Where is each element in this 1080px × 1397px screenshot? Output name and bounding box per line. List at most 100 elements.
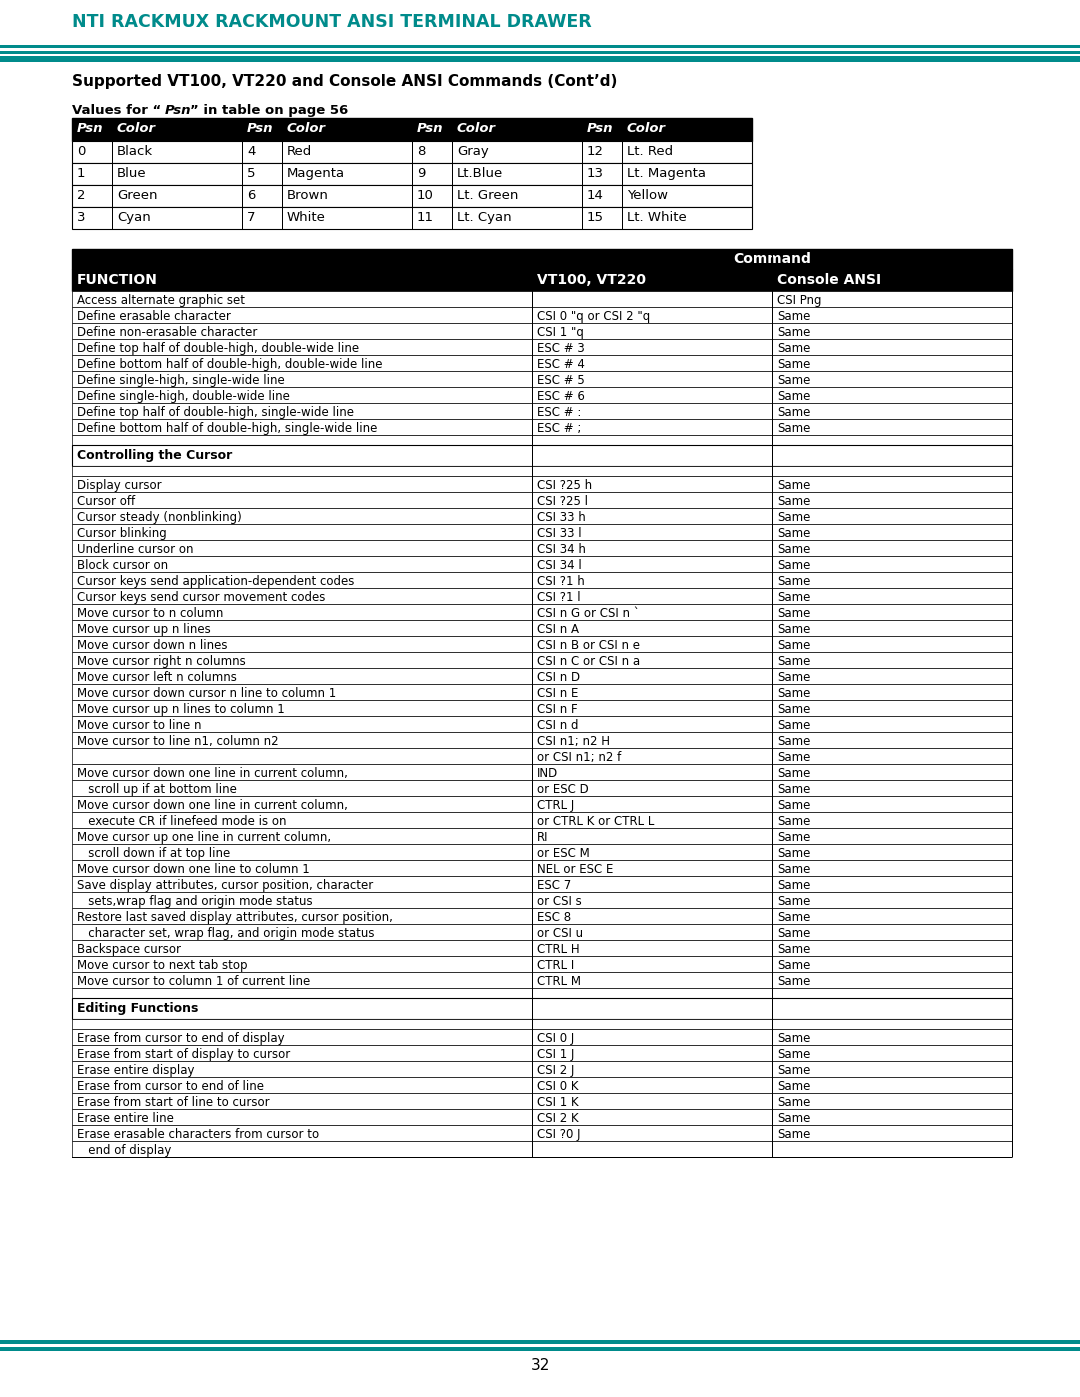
Text: Same: Same: [777, 847, 810, 861]
Text: Controlling the Cursor: Controlling the Cursor: [77, 448, 232, 462]
Text: Gray: Gray: [457, 145, 489, 158]
Text: Same: Same: [777, 608, 810, 620]
Text: 6: 6: [247, 189, 255, 203]
Bar: [72, 291, 1012, 307]
Text: ESC # 4: ESC # 4: [537, 358, 585, 372]
Bar: [72, 861, 1012, 876]
Text: Cursor steady (nonblinking): Cursor steady (nonblinking): [77, 511, 242, 524]
Text: sets,wrap flag and origin mode status: sets,wrap flag and origin mode status: [77, 895, 312, 908]
Text: CSI n D: CSI n D: [537, 671, 580, 685]
Bar: [72, 556, 1012, 571]
Text: execute CR if linefeed mode is on: execute CR if linefeed mode is on: [77, 814, 286, 828]
Bar: [72, 141, 752, 163]
Text: Move cursor to n column: Move cursor to n column: [77, 608, 224, 620]
Text: Define single-high, double-wide line: Define single-high, double-wide line: [77, 390, 289, 402]
Text: character set, wrap flag, and origin mode status: character set, wrap flag, and origin mod…: [77, 928, 375, 940]
Text: Move cursor up n lines to column 1: Move cursor up n lines to column 1: [77, 703, 285, 717]
Bar: [72, 492, 1012, 509]
Bar: [72, 893, 1012, 908]
Text: Define non-erasable character: Define non-erasable character: [77, 326, 257, 339]
Bar: [0, 1340, 1080, 1344]
Text: Color: Color: [457, 122, 496, 136]
Text: 32: 32: [530, 1358, 550, 1373]
Text: Blue: Blue: [117, 168, 147, 180]
Text: or CTRL K or CTRL L: or CTRL K or CTRL L: [537, 814, 654, 828]
Text: Same: Same: [777, 623, 810, 636]
Bar: [72, 249, 1012, 270]
Text: 2: 2: [77, 189, 85, 203]
Text: CTRL M: CTRL M: [537, 975, 581, 988]
Bar: [72, 419, 1012, 434]
Text: Magenta: Magenta: [287, 168, 346, 180]
Bar: [72, 1030, 1012, 1045]
Bar: [72, 988, 1012, 997]
Text: CSI 0 J: CSI 0 J: [537, 1032, 575, 1045]
Text: Access alternate graphic set: Access alternate graphic set: [77, 293, 245, 307]
Text: CSI n A: CSI n A: [537, 623, 579, 636]
Bar: [72, 117, 752, 141]
Text: CSI 1 J: CSI 1 J: [537, 1048, 575, 1060]
Text: Same: Same: [777, 671, 810, 685]
Text: ESC # 3: ESC # 3: [537, 342, 584, 355]
Bar: [72, 1077, 1012, 1092]
Text: Same: Same: [777, 390, 810, 402]
Bar: [72, 307, 1012, 323]
Bar: [72, 184, 752, 207]
Text: CSI ?25 h: CSI ?25 h: [537, 479, 592, 492]
Text: VT100, VT220: VT100, VT220: [537, 272, 646, 286]
Text: Cyan: Cyan: [117, 211, 151, 224]
Bar: [72, 588, 1012, 604]
Text: Block cursor on: Block cursor on: [77, 559, 168, 571]
Text: Red: Red: [287, 145, 312, 158]
Text: CSI n d: CSI n d: [537, 719, 579, 732]
Text: CSI ?25 l: CSI ?25 l: [537, 495, 588, 509]
Text: ” in table on page 56: ” in table on page 56: [190, 103, 348, 117]
Text: Same: Same: [777, 527, 810, 541]
Text: Same: Same: [777, 895, 810, 908]
Text: 15: 15: [588, 211, 604, 224]
Text: Same: Same: [777, 958, 810, 972]
Text: Same: Same: [777, 358, 810, 372]
Text: CTRL I: CTRL I: [537, 958, 575, 972]
Text: Define bottom half of double-high, single-wide line: Define bottom half of double-high, singl…: [77, 422, 377, 434]
Text: CSI n1; n2 H: CSI n1; n2 H: [537, 735, 610, 747]
Text: Erase from cursor to end of line: Erase from cursor to end of line: [77, 1080, 264, 1092]
Text: Same: Same: [777, 814, 810, 828]
Text: end of display: end of display: [77, 1144, 172, 1157]
Text: CSI 0 "q or CSI 2 "q: CSI 0 "q or CSI 2 "q: [537, 310, 650, 323]
Text: Same: Same: [777, 975, 810, 988]
Bar: [72, 1125, 1012, 1141]
Text: Command: Command: [733, 251, 811, 265]
Text: Values for “: Values for “: [72, 103, 161, 117]
Text: Same: Same: [777, 687, 810, 700]
Text: 10: 10: [417, 189, 434, 203]
Text: CSI 33 l: CSI 33 l: [537, 527, 582, 541]
Text: CSI n C or CSI n a: CSI n C or CSI n a: [537, 655, 640, 668]
Bar: [72, 387, 1012, 402]
Bar: [72, 509, 1012, 524]
Text: Move cursor up one line in current column,: Move cursor up one line in current colum…: [77, 831, 332, 844]
Text: 4: 4: [247, 145, 255, 158]
Text: Psn: Psn: [417, 122, 444, 136]
Text: Erase from start of display to cursor: Erase from start of display to cursor: [77, 1048, 291, 1060]
Text: Psn: Psn: [588, 122, 613, 136]
Text: Same: Same: [777, 911, 810, 923]
Text: Console ANSI: Console ANSI: [777, 272, 881, 286]
Text: Lt. Red: Lt. Red: [627, 145, 673, 158]
Bar: [72, 541, 1012, 556]
Text: Same: Same: [777, 799, 810, 812]
Text: Same: Same: [777, 559, 810, 571]
Text: Backspace cursor: Backspace cursor: [77, 943, 181, 956]
Bar: [72, 908, 1012, 923]
Text: CSI 2 J: CSI 2 J: [537, 1065, 575, 1077]
Text: or CSI u: or CSI u: [537, 928, 583, 940]
Bar: [72, 668, 1012, 685]
Text: Same: Same: [777, 1032, 810, 1045]
Text: Color: Color: [287, 122, 326, 136]
Text: Same: Same: [777, 879, 810, 893]
Text: 8: 8: [417, 145, 426, 158]
Bar: [0, 56, 1080, 61]
Text: Cursor keys send cursor movement codes: Cursor keys send cursor movement codes: [77, 591, 325, 604]
Text: 1: 1: [77, 168, 85, 180]
Bar: [72, 476, 1012, 492]
